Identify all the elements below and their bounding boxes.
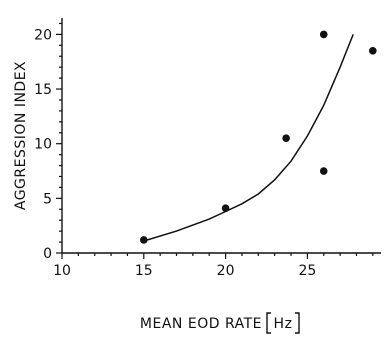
data-point [319, 167, 328, 175]
x-tick-label: 25 [298, 263, 316, 279]
x-tick-label: 15 [135, 263, 153, 279]
data-point [319, 30, 328, 39]
y-tick-label: 20 [34, 27, 52, 43]
fit-curve [143, 34, 354, 242]
y-axis-title: AGGRESSION INDEX [13, 61, 29, 210]
data-point [221, 204, 230, 212]
x-tick-label: 20 [217, 263, 235, 279]
unit-bracket-right [295, 312, 300, 334]
y-tick-label: 0 [43, 246, 52, 262]
x-axis-title: MEAN EOD RATE [140, 316, 262, 332]
data-point [369, 46, 377, 55]
axes [61, 18, 381, 254]
x-axis-unit: Hz [274, 316, 293, 332]
x-tick-label: 10 [53, 263, 71, 279]
data-points [139, 30, 377, 244]
y-tick-label: 15 [34, 82, 52, 98]
unit-bracket-left [266, 312, 271, 334]
y-tick-label: 10 [34, 137, 52, 153]
x-axis-title-group: MEAN EOD RATE Hz [140, 312, 300, 334]
data-point [139, 236, 148, 244]
x-ticks: 10 15 20 25 [53, 253, 374, 279]
y-tick-label: 5 [43, 191, 52, 207]
y-ticks: 0 5 10 15 20 [34, 22, 62, 262]
data-point [282, 134, 290, 143]
